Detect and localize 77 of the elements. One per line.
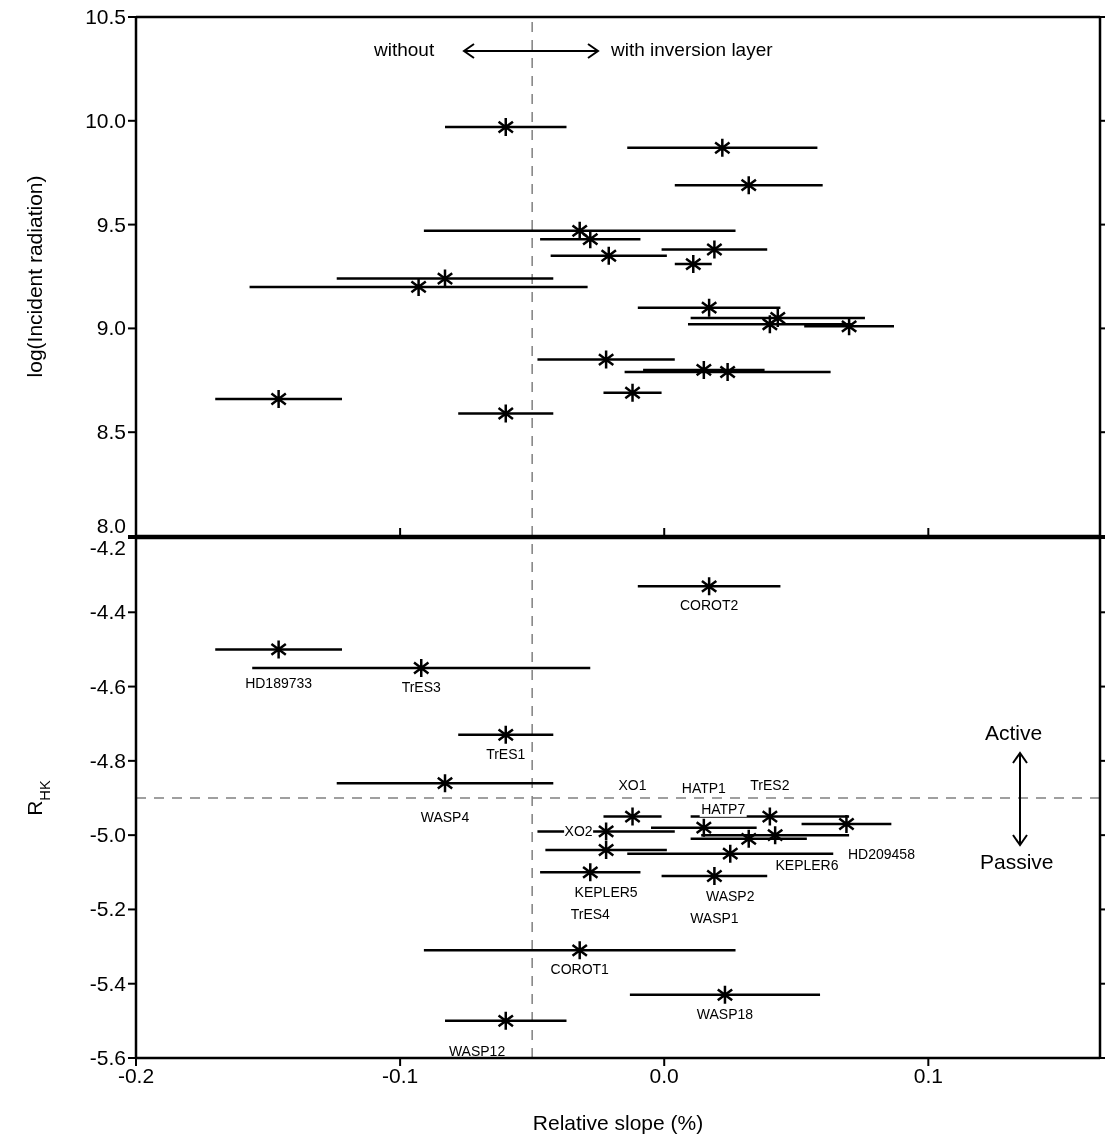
point [719,361,737,383]
point [761,314,779,335]
annotation: WASP2 [706,887,755,904]
annotation: TrES1 [486,745,526,762]
point [740,828,758,850]
point [624,382,641,404]
point [571,940,589,961]
x-tick-label: 0.0 [649,1063,679,1087]
annotation: Passive [980,850,1054,874]
annotation: WASP4 [420,809,470,826]
x-tick-label: 0.1 [913,1063,943,1087]
point [761,806,779,827]
point [497,1010,515,1032]
y-tick-label: -4.8 [89,748,126,772]
annotation: KEPLER6 [775,857,839,874]
point [412,657,430,679]
annotation: HD189733 [245,675,313,692]
y-tick-label: 9.5 [96,212,126,236]
point [695,817,713,838]
point [624,806,641,827]
point [684,253,702,275]
point [716,984,734,1006]
y-axis-title: log(Incident radiation) [23,175,46,378]
annotation: TrES2 [750,776,790,793]
annotation: WASP18 [696,1005,754,1022]
y-tick-label: 10.0 [85,108,126,132]
point [270,639,288,660]
point [597,349,615,370]
y-tick-label: -4.2 [89,536,126,559]
annotation: HD209458 [847,846,916,862]
annotation: Active [985,721,1043,745]
y-tick-label: 9.0 [96,316,126,340]
annotation: TrES4 [570,906,611,923]
point [700,297,718,318]
point [700,576,718,597]
y-tick-label: 8.0 [96,514,126,537]
point [766,824,784,846]
point [436,268,454,289]
point [497,116,515,138]
annotation: COROT2 [679,597,739,614]
point [705,239,723,260]
point [436,772,454,794]
point [600,245,618,266]
point [695,359,713,381]
annotation: WASP12 [448,1042,506,1059]
y-tick-label: 8.5 [96,420,126,444]
point [721,843,739,864]
point [840,316,858,337]
x-tick-label: -0.1 [382,1063,419,1087]
annotation: without [374,39,435,61]
point [581,862,599,883]
y-tick-label: -4.6 [89,674,126,698]
annotation: COROT1 [550,961,610,978]
y-tick-label: -4.4 [89,600,127,624]
point [597,821,615,842]
annotation: HATP1 [681,779,727,796]
y-tick-label: 10.5 [85,5,126,28]
point [713,137,731,159]
annotation: KEPLER5 [574,884,638,900]
point [270,388,288,410]
y-tick-label: -5.0 [89,823,126,847]
x-axis-title: Relative slope (%) [532,1111,704,1134]
annotation: with inversion layer [611,39,773,61]
point [705,865,723,887]
annotation: WASP1 [690,910,739,926]
annotation: XO1 [618,776,647,793]
point [497,724,515,746]
y-tick-label: -5.4 [89,971,127,995]
point [410,276,428,298]
y-tick-label: -5.6 [89,1046,126,1069]
y-tick-label: -5.2 [89,897,126,921]
annotation: HATP7 [701,800,746,817]
point [597,839,615,861]
point [740,174,758,196]
annotation: TrES3 [401,679,442,695]
point [497,403,515,424]
annotation: XO2 [564,823,593,840]
